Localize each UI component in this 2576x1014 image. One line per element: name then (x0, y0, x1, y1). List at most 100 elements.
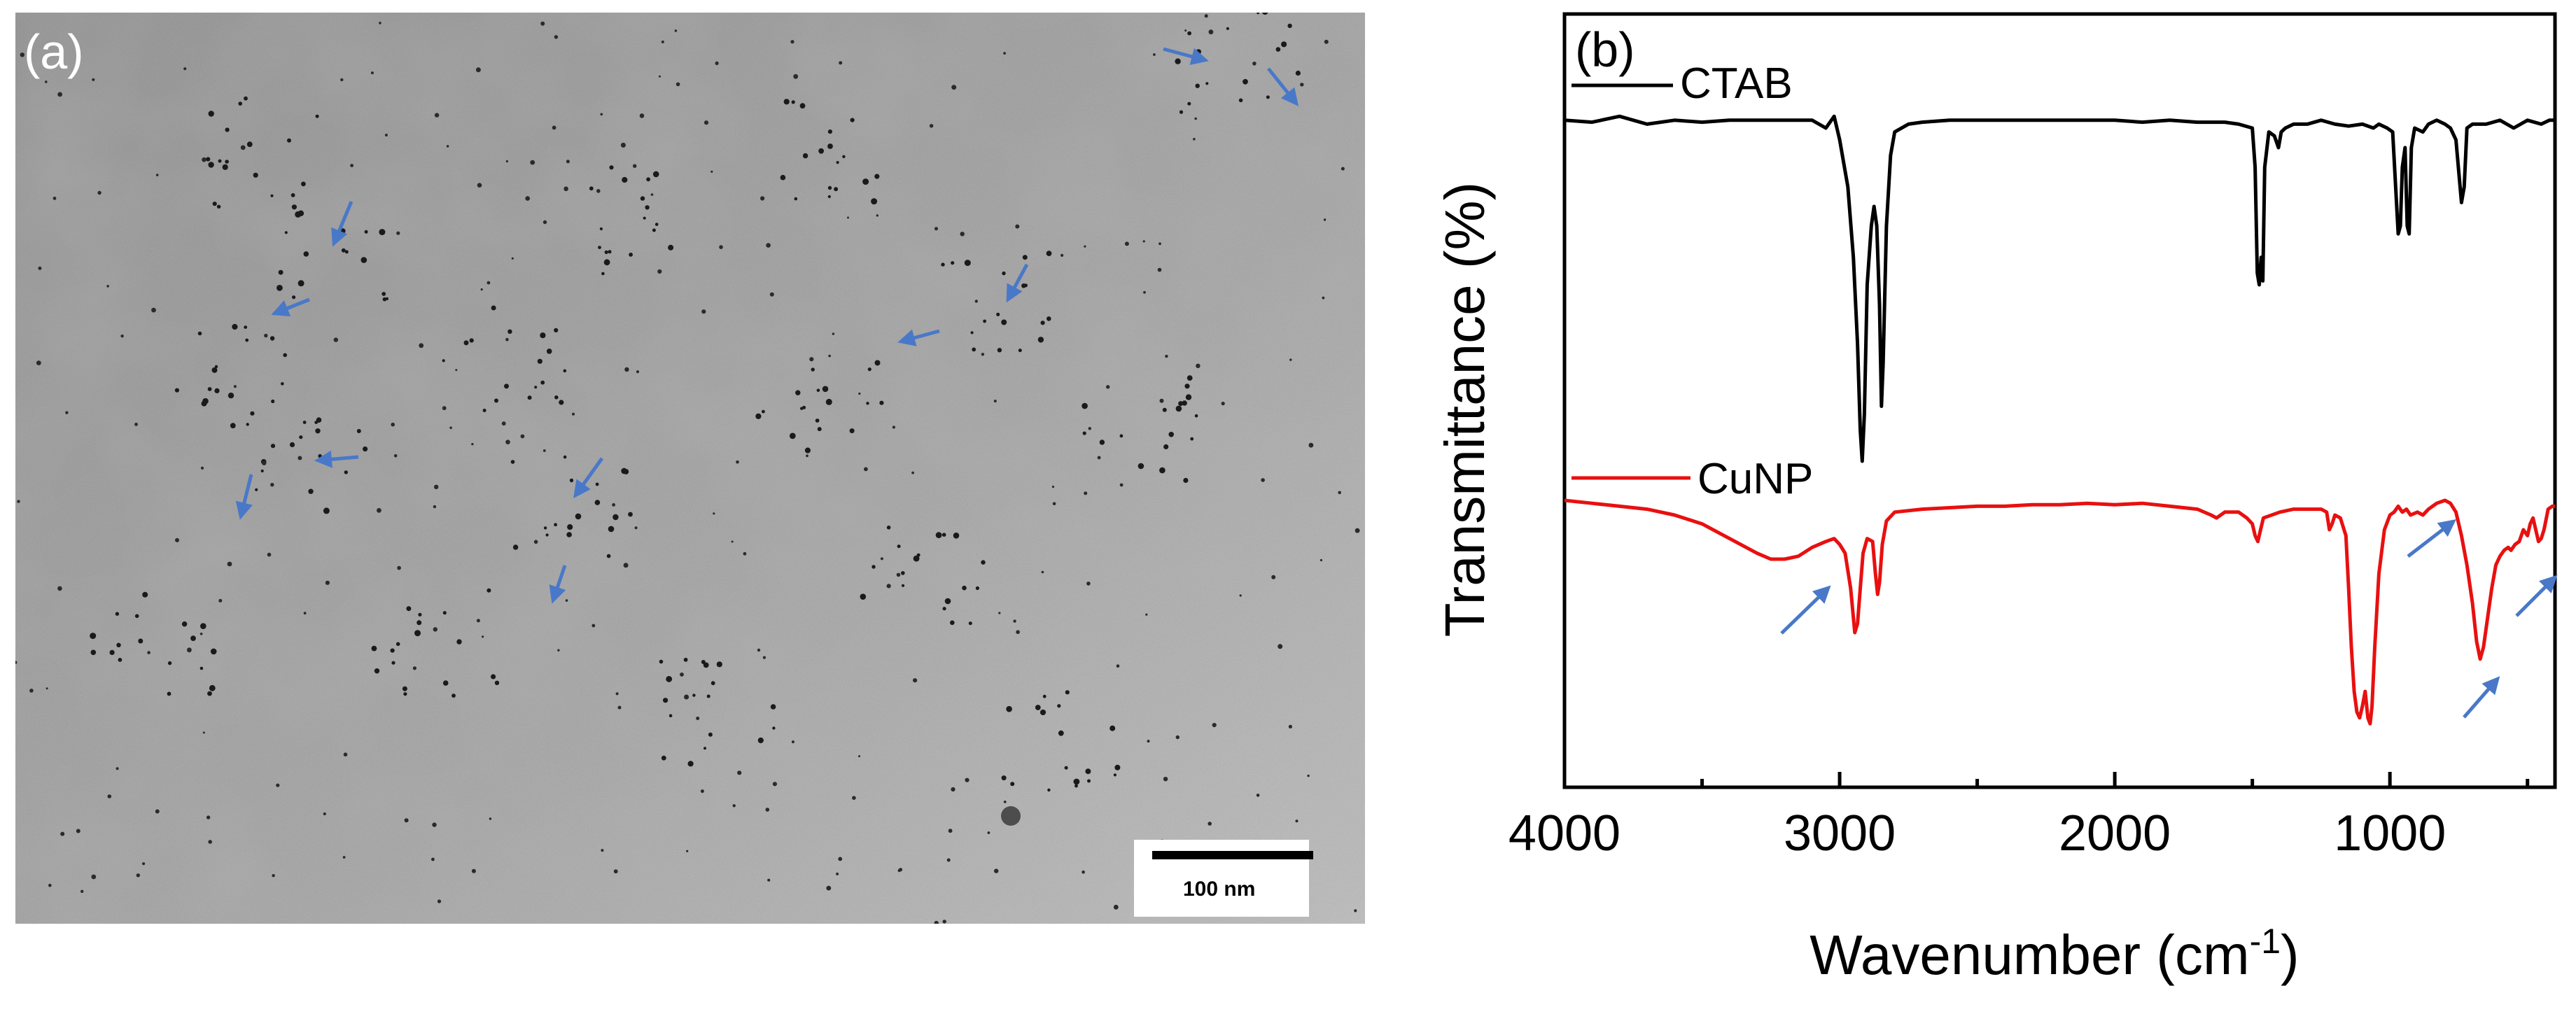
nanoparticle (1037, 337, 1044, 343)
nanoparticle (612, 503, 615, 507)
indicator-arrow (271, 297, 310, 317)
nanoparticle (1205, 82, 1209, 85)
nanoparticle (1060, 253, 1064, 257)
nanoparticle (1015, 224, 1020, 229)
nanoparticle (557, 649, 560, 652)
nanoparticle (769, 292, 774, 297)
nanoparticle (680, 673, 684, 677)
nanoparticle (1195, 83, 1200, 88)
nanoparticle (946, 858, 951, 862)
nanoparticle (403, 692, 407, 696)
nanoparticle (634, 526, 638, 530)
nanoparticle (284, 231, 288, 234)
nanoparticle (567, 524, 573, 530)
nanoparticle (52, 197, 57, 200)
nanoparticle (983, 319, 986, 323)
nanoparticle (1145, 613, 1148, 616)
indicator-arrow (549, 565, 567, 604)
nanoparticle (564, 186, 568, 192)
nanoparticle (836, 161, 839, 164)
nanoparticle (303, 251, 309, 257)
nanoparticle (183, 67, 187, 71)
nanoparticle (540, 380, 545, 385)
nanoparticle (1087, 779, 1091, 783)
nanoparticle (1002, 271, 1006, 276)
nanoparticle (202, 397, 209, 404)
nanoparticle (858, 755, 860, 758)
nanoparticle (760, 196, 765, 201)
nanoparticle (116, 642, 121, 647)
nanoparticle (703, 662, 709, 668)
nanoparticle (276, 783, 280, 787)
nanoparticle (302, 421, 307, 424)
indicator-arrow (1267, 67, 1299, 106)
nanoparticle (683, 657, 688, 662)
nanoparticle (806, 454, 808, 458)
nanoparticle (432, 822, 437, 827)
nanoparticle (1295, 819, 1298, 823)
nanoparticle (876, 214, 879, 217)
nanoparticle (245, 338, 249, 342)
nanoparticle (1086, 582, 1091, 586)
nanoparticle (866, 402, 869, 405)
nanoparticle (1006, 705, 1012, 712)
nanoparticle (290, 193, 295, 197)
nanoparticle (546, 348, 552, 354)
nanoparticle (951, 85, 957, 90)
nanoparticle (174, 388, 179, 393)
nanoparticle (554, 523, 557, 527)
nanoparticle (1261, 478, 1265, 482)
nanoparticle (901, 571, 905, 575)
nanoparticle (342, 856, 346, 859)
x-tick-label: 3000 (1784, 805, 1896, 861)
nanoparticle (1073, 778, 1080, 785)
nanoparticle (710, 681, 715, 686)
nanoparticle (48, 883, 52, 887)
nanoparticle (134, 614, 139, 619)
nanoparticle (341, 248, 346, 253)
nanoparticle (1157, 267, 1162, 272)
nanoparticle (80, 889, 84, 894)
nanoparticle (832, 332, 835, 335)
nanoparticle (1275, 47, 1281, 52)
nanoparticle (527, 395, 532, 400)
nanoparticle (652, 228, 656, 232)
nanoparticle (106, 285, 109, 288)
nanoparticle (414, 630, 421, 637)
nanoparticle (1116, 664, 1120, 668)
nanoparticle (315, 114, 319, 118)
nanoparticle (668, 714, 673, 718)
nanoparticle (658, 75, 661, 78)
nanoparticle (684, 694, 690, 700)
nanoparticle (1204, 14, 1208, 18)
nanoparticle (471, 868, 476, 873)
nanoparticle (1163, 777, 1168, 782)
nanoparticle (1308, 442, 1314, 448)
nanoparticle (333, 337, 338, 342)
nanoparticle (476, 619, 480, 623)
nanoparticle (360, 257, 368, 263)
nanoparticle (816, 388, 820, 393)
nanoparticle (1239, 594, 1242, 597)
nanoparticle (1226, 27, 1229, 30)
legend-label-ctab: CTAB (1680, 59, 1793, 108)
nanoparticle (344, 470, 348, 474)
nanoparticle (511, 257, 514, 260)
nanoparticle (494, 680, 500, 685)
nanoparticle (871, 198, 878, 205)
nanoparticle (271, 399, 275, 404)
nanoparticle (811, 367, 815, 372)
nanoparticle (267, 552, 272, 557)
nanoparticle (471, 443, 474, 446)
nanoparticle (1142, 240, 1145, 243)
nanoparticle (431, 857, 435, 861)
nanoparticle (606, 554, 611, 558)
nanoparticle (650, 193, 654, 196)
nanoparticle (622, 176, 628, 183)
nanoparticle (1186, 375, 1193, 381)
nanoparticle (218, 159, 222, 163)
nanoparticle (138, 638, 144, 644)
nanoparticle (827, 185, 832, 190)
nanoparticle (987, 831, 990, 834)
nanoparticle (379, 229, 386, 236)
